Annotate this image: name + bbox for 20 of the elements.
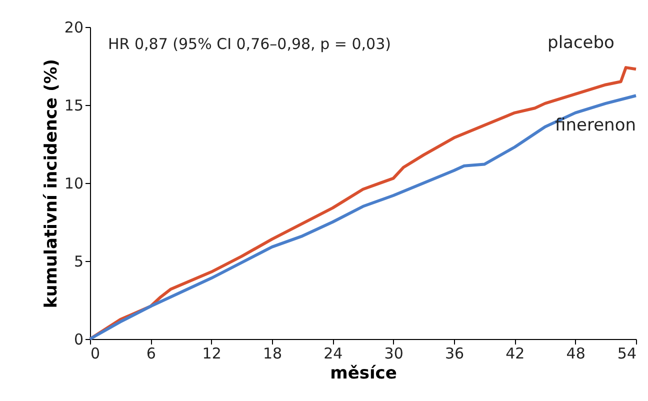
x-tick-label: 42: [506, 344, 525, 362]
series-label: placebo: [548, 33, 614, 54]
x-tick-label: 18: [262, 344, 282, 362]
y-tick-label: 20: [64, 18, 84, 36]
x-tick-label: 54: [617, 344, 636, 362]
x-axis-title: měsíce: [330, 364, 397, 384]
x-tick-label: 0: [90, 344, 100, 362]
x-tick-label: 24: [324, 344, 343, 362]
y-axis-title: kumulativní incidence (%): [41, 58, 62, 308]
x-tick-label: 48: [566, 344, 586, 362]
y-tick-label: 0: [74, 330, 84, 348]
x-tick-label: 12: [202, 344, 222, 362]
x-tick-label: 6: [146, 344, 156, 362]
y-tick-label: 10: [64, 174, 84, 192]
x-tick-label: 30: [384, 344, 404, 362]
annotation: HR 0,87 (95% CI 0,76–0,98, p = 0,03): [108, 35, 391, 53]
series-label: finerenon: [555, 116, 636, 136]
x-tick-label: 36: [444, 344, 464, 362]
y-tick-label: 15: [64, 96, 84, 114]
y-tick-label: 5: [74, 252, 84, 270]
